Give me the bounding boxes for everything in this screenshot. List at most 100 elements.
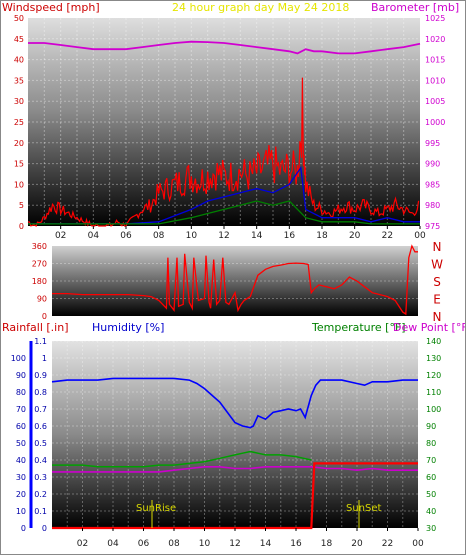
humidity-tick-label: 70 — [16, 405, 26, 414]
dewpoint-label: Dew Point [°F] — [393, 321, 466, 334]
humidity-tick-label: 100 — [11, 354, 26, 363]
x-tick-label: 02 — [77, 539, 88, 549]
barometer-tick-label: 1005 — [425, 97, 445, 106]
panel1-series — [27, 40, 421, 227]
panel3-series — [51, 377, 418, 530]
barometer-series — [28, 40, 421, 55]
rainfall-tick-label: 0.7 — [34, 405, 47, 414]
temperature-tick-label: 50 — [426, 490, 436, 499]
barometer-tick-label: 990 — [425, 160, 440, 169]
humidity-tick-label: 20 — [16, 490, 26, 499]
sunset-label: SunSet — [346, 503, 382, 514]
windspeed-tick-label: 15 — [14, 160, 24, 169]
x-tick-label: 16 — [290, 539, 302, 549]
windspeed-tick-label: 10 — [14, 180, 24, 189]
compass-label: S — [433, 275, 441, 289]
barometer-tick-label: 1000 — [425, 118, 445, 127]
rainfall-tick-label: 0.2 — [34, 490, 47, 499]
windspeed-tick-label: 50 — [14, 14, 24, 23]
x-tick-label: 20 — [351, 539, 363, 549]
barometer-tick-label: 980 — [425, 201, 440, 210]
x-tick-label: 06 — [120, 231, 132, 241]
humidity-tick-label: 50 — [16, 439, 26, 448]
panel1-grid — [28, 18, 420, 226]
barometer-tick-label: 975 — [425, 222, 440, 231]
humidity-tick-label: 0 — [21, 524, 26, 533]
x-tick-label: 18 — [316, 231, 328, 241]
rainfall-tick-label: 0.9 — [34, 371, 47, 380]
windspeed-tick-label: 20 — [14, 139, 24, 148]
barometer-tick-label: 1025 — [425, 14, 445, 23]
temperature-axis: 30 40 50 60 70 80 90 100 110 120 130 140 — [426, 337, 441, 533]
direction-tick-label: 270 — [32, 260, 47, 269]
temperature-tick-label: 80 — [426, 439, 436, 448]
temperature-tick-label: 130 — [426, 354, 441, 363]
windspeed-tick-label: 35 — [14, 76, 24, 85]
x-tick-label: 16 — [284, 231, 296, 241]
direction-degree-axis: 0 90 180 270 360 — [32, 242, 47, 321]
windspeed-label: Windspeed [mph] — [2, 1, 100, 14]
temperature-tick-label: 70 — [426, 456, 436, 465]
x-tick-label: 22 — [382, 539, 393, 549]
x-tick-label: 00 — [414, 231, 426, 241]
x-tick-label: 22 — [382, 231, 393, 241]
sunrise-label: SunRise — [136, 503, 176, 514]
panel2-background — [52, 246, 418, 316]
barometer-tick-label: 1020 — [425, 35, 445, 44]
compass-label: N — [433, 310, 442, 324]
humidity-series — [51, 377, 418, 429]
temperature-tick-label: 90 — [426, 422, 436, 431]
temperature-tick-label: 110 — [426, 388, 441, 397]
temperature-label: Temperature [°F] — [311, 321, 406, 334]
humidity-axis: 0 10 20 30 40 50 60 70 80 90 100 — [11, 354, 26, 533]
direction-tick-label: 360 — [32, 242, 47, 251]
compass-label: W — [431, 258, 443, 272]
windspeed-tick-label: 0 — [19, 222, 24, 231]
rainfall-series — [52, 462, 418, 530]
temperature-tick-label: 140 — [426, 337, 441, 346]
humidity-tick-label: 80 — [16, 388, 26, 397]
windspeed-tick-label: 40 — [14, 56, 24, 65]
rainfall-tick-label: 0.8 — [34, 388, 47, 397]
temperature-tick-label: 120 — [426, 371, 441, 380]
x-tick-label: 14 — [260, 539, 272, 549]
direction-tick-label: 180 — [32, 277, 47, 286]
rainfall-tick-label: 1.1 — [34, 337, 47, 346]
rainfall-tick-label: 1 — [42, 354, 47, 363]
wind-direction-series — [52, 244, 418, 316]
wind-speed-series — [27, 77, 420, 227]
x-tick-label: 12 — [229, 539, 240, 549]
direction-tick-label: 0 — [42, 312, 47, 321]
barometer-axis: 975 980 985 990 995 1000 1005 1010 1015 1020 1025 — [425, 14, 445, 231]
x-tick-label: 08 — [168, 539, 180, 549]
rainfall-tick-label: 0 — [42, 524, 47, 533]
windspeed-tick-label: 30 — [14, 97, 24, 106]
x-tick-label: 08 — [153, 231, 165, 241]
panel3-time-axis: 02 04 06 08 10 12 14 16 18 20 22 00 — [77, 528, 424, 549]
rainfall-tick-label: 0.3 — [34, 473, 47, 482]
x-tick-label: 06 — [138, 539, 150, 549]
rainfall-label: Rainfall [.in] — [2, 321, 69, 334]
wind-average-series — [28, 166, 420, 225]
rainfall-tick-label: 0.4 — [34, 456, 47, 465]
barometer-tick-label: 995 — [425, 139, 440, 148]
panel3-background — [52, 341, 418, 528]
dewpoint-series — [52, 465, 418, 473]
x-tick-label: 20 — [349, 231, 361, 241]
rainfall-axis: 0 0.1 0.2 0.3 0.4 0.5 0.6 0.7 0.8 0.9 1 1.1 — [29, 337, 47, 533]
barometer-label: Barometer [mb] — [371, 1, 459, 14]
humidity-tick-label: 90 — [16, 371, 26, 380]
x-tick-label: 00 — [412, 539, 424, 549]
x-tick-label: 04 — [107, 539, 119, 549]
rainfall-tick-label: 0.5 — [34, 439, 47, 448]
temperature-tick-label: 100 — [426, 405, 441, 414]
rainfall-tick-label: 0.6 — [34, 422, 47, 431]
compass-label: E — [433, 293, 441, 307]
x-tick-label: 04 — [88, 231, 100, 241]
windspeed-axis: 0 5 10 15 20 25 30 35 40 45 50 — [14, 14, 24, 231]
